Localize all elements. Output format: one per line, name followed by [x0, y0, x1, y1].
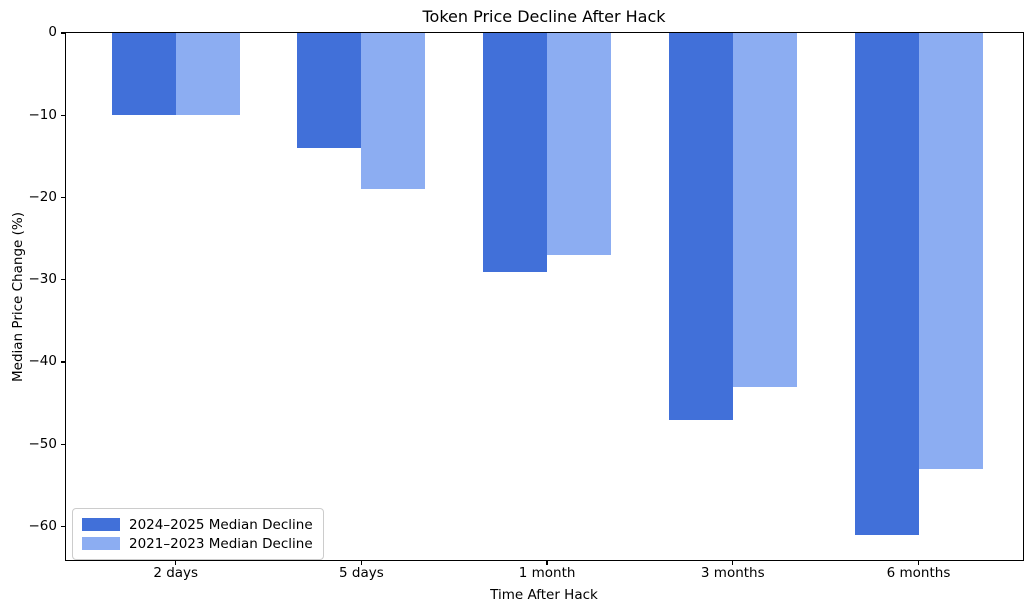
legend: 2024–2025 Median Decline 2021–2023 Median… — [72, 508, 324, 560]
y-tick-label: −50 — [28, 435, 58, 452]
legend-item-series2: 2021–2023 Median Decline — [82, 534, 313, 553]
y-tick-mark — [60, 279, 66, 281]
plot-area — [65, 32, 1024, 561]
y-tick-label: −10 — [28, 106, 58, 123]
y-tick-label: 0 — [48, 24, 57, 41]
bar-series2-6-months — [918, 33, 983, 470]
legend-label: 2021–2023 Median Decline — [129, 535, 313, 552]
x-tick-label: 5 days — [339, 565, 384, 581]
x-tick-mark — [360, 560, 363, 565]
x-axis-label: Time After Hack — [490, 587, 598, 603]
y-tick-mark — [60, 114, 66, 116]
bar-series2-5-days — [361, 33, 426, 190]
bar-series2-3-months — [732, 33, 797, 387]
x-tick-label: 2 days — [153, 565, 199, 581]
bar-series2-1-month — [547, 33, 612, 256]
bar-series1-6-months — [854, 33, 919, 535]
x-tick-label: 6 months — [886, 565, 951, 581]
x-tick-label: 3 months — [700, 565, 765, 581]
bars-layer — [66, 33, 1022, 560]
x-tick-mark — [546, 560, 548, 565]
bar-series1-1-month — [483, 33, 548, 272]
y-tick-mark — [60, 443, 66, 446]
bar-series2-2-days — [175, 33, 240, 116]
x-tick-mark — [175, 560, 177, 565]
bar-series1-2-days — [111, 33, 176, 116]
y-tick-mark — [60, 196, 66, 199]
y-tick-label: −60 — [28, 517, 58, 534]
bar-series1-5-days — [297, 33, 362, 149]
x-tick-label: 1 month — [518, 565, 576, 581]
chart-title: Token Price Decline After Hack — [422, 7, 666, 26]
y-tick-mark — [60, 361, 66, 363]
y-tick-label: −30 — [28, 271, 58, 287]
bar-series1-3-months — [668, 33, 733, 420]
legend-swatch-icon — [82, 537, 120, 550]
x-tick-mark — [732, 560, 734, 565]
legend-label: 2024–2025 Median Decline — [129, 516, 313, 533]
y-tick-label: −20 — [28, 188, 58, 205]
y-tick-label: −40 — [28, 353, 58, 370]
x-tick-mark — [917, 560, 920, 565]
y-tick-mark — [60, 32, 66, 34]
y-tick-mark — [60, 526, 66, 528]
legend-item-series1: 2024–2025 Median Decline — [82, 515, 313, 534]
legend-swatch-icon — [82, 518, 120, 531]
